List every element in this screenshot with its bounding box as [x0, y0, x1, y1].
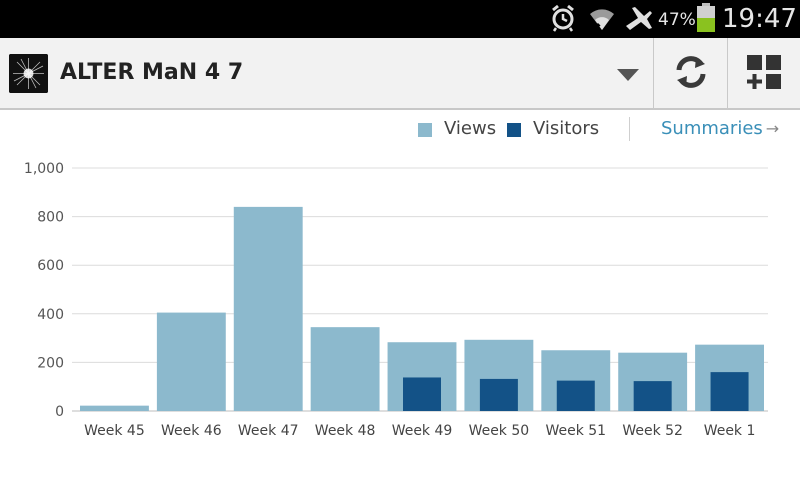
x-tick-label: Week 52: [622, 423, 683, 439]
views-bar[interactable]: [156, 312, 226, 411]
clock-time: 19:47: [722, 4, 797, 34]
airplane-mode-icon: [624, 4, 654, 36]
legend-divider: [629, 117, 630, 141]
x-tick-label: Week 47: [238, 423, 299, 439]
visitors-legend-label: Visitors: [533, 118, 600, 139]
visitors-bar[interactable]: [633, 381, 672, 411]
battery-percent: 47%: [658, 10, 696, 30]
site-title[interactable]: ALTER MaN 4 7: [60, 60, 244, 85]
visitors-legend-swatch: [507, 123, 521, 137]
summaries-link-label: Summaries: [661, 118, 763, 139]
x-tick-label: Week 49: [392, 423, 453, 439]
x-tick-label: Week 46: [161, 423, 222, 439]
refresh-button[interactable]: [655, 38, 727, 110]
y-tick-label: 800: [37, 210, 64, 226]
views-legend-label: Views: [444, 118, 497, 139]
dropdown-arrow-icon[interactable]: [617, 69, 639, 81]
x-tick-label: Week 51: [545, 423, 606, 439]
y-tick-label: 200: [37, 355, 64, 371]
views-legend-swatch: [418, 123, 432, 137]
y-tick-label: 600: [37, 258, 64, 274]
visitors-bar[interactable]: [710, 372, 749, 411]
stats-bar-chart[interactable]: 0 200 400 600 800 1,000 Week 45 Week 46 Week 47 W…: [0, 150, 800, 450]
battery-icon: [696, 3, 716, 37]
views-bar[interactable]: [80, 405, 149, 411]
x-tick-label: Week 50: [469, 423, 530, 439]
y-tick-label: 0: [55, 404, 64, 420]
action-bar: ALTER MaN 4 7: [0, 38, 800, 110]
visitors-bar[interactable]: [403, 377, 441, 411]
x-tick-label: Week 45: [84, 423, 145, 439]
divider: [727, 38, 728, 110]
divider: [653, 38, 654, 110]
arrow-right-icon: →: [765, 119, 780, 138]
status-bar: 47% 19:47: [0, 0, 800, 38]
visitors-bar[interactable]: [479, 378, 518, 411]
x-tick-label: Week 48: [315, 423, 376, 439]
refresh-icon: [672, 53, 710, 95]
views-bar[interactable]: [233, 206, 303, 411]
alarm-icon: [550, 4, 576, 36]
visitors-bar[interactable]: [556, 380, 595, 411]
views-bar[interactable]: [310, 327, 380, 411]
add-dashboard-button[interactable]: [728, 38, 800, 110]
summaries-link[interactable]: Summaries →: [661, 118, 779, 139]
y-tick-label: 1,000: [24, 161, 64, 177]
y-tick-label: 400: [37, 307, 64, 323]
wifi-icon: [588, 4, 616, 36]
add-dashboard-icon: [746, 54, 782, 94]
x-tick-label: Week 1: [704, 423, 756, 439]
site-logo-icon[interactable]: [9, 54, 48, 93]
